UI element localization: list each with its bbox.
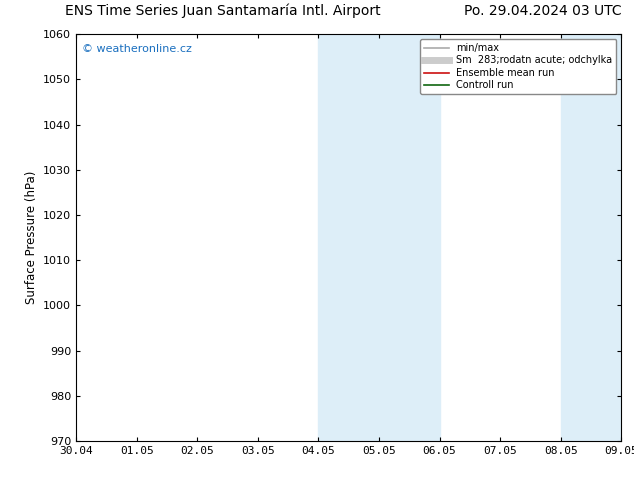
- Bar: [560, 34, 621, 441]
- Legend: min/max, Sm  283;rodatn acute; odchylka, Ensemble mean run, Controll run: min/max, Sm 283;rodatn acute; odchylka, …: [420, 39, 616, 94]
- Bar: [318, 34, 439, 441]
- Text: © weatheronline.cz: © weatheronline.cz: [82, 45, 191, 54]
- Y-axis label: Surface Pressure (hPa): Surface Pressure (hPa): [25, 171, 37, 304]
- Text: Po. 29.04.2024 03 UTC: Po. 29.04.2024 03 UTC: [463, 4, 621, 18]
- Text: ENS Time Series Juan Santamaría Intl. Airport: ENS Time Series Juan Santamaría Intl. Ai…: [65, 3, 381, 18]
